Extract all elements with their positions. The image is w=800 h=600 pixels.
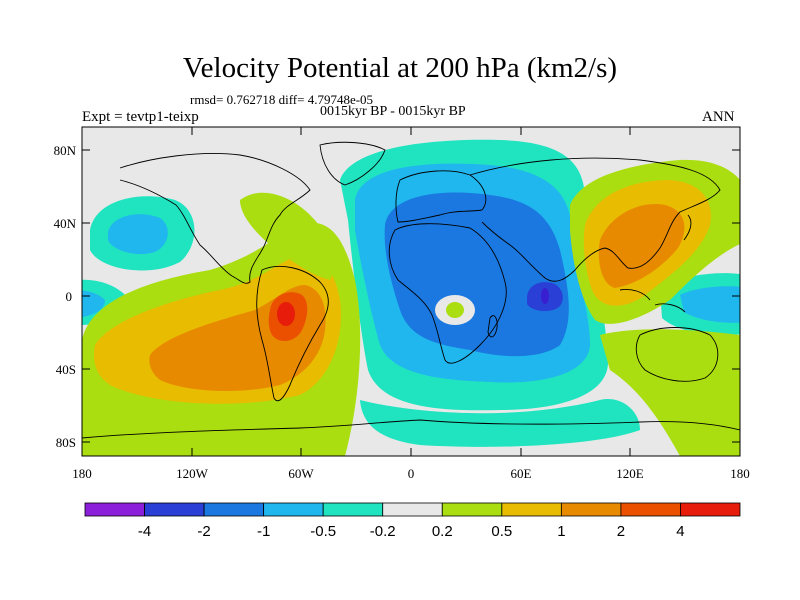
colorbar-box (322, 502, 384, 517)
colorbar-box (203, 502, 265, 517)
colorbar-box (560, 502, 622, 517)
rmsd-diff-stats: rmsd= 0.762718 diff= 4.79748e-05 (190, 92, 374, 107)
colorbar-box (263, 502, 324, 517)
colorbar-label: 4 (676, 523, 684, 540)
colorbar-label: 0.5 (491, 523, 512, 540)
lat-tick-label: 80S (56, 435, 76, 450)
contour-north-pacific-negative (108, 214, 168, 255)
lat-tick-label: 80N (54, 143, 77, 158)
contour-positive-strong-east (598, 204, 685, 288)
season-label: ANN (702, 109, 735, 125)
lon-tick-label: 120E (616, 466, 644, 481)
contour-positive-south-east (600, 329, 740, 456)
period-label: 0015kyr BP - 0015kyr BP (320, 104, 466, 119)
colorbar-label: -2 (197, 523, 210, 540)
colorbar (84, 502, 741, 517)
contour-negative-south-band (360, 399, 640, 447)
colorbar-box (680, 502, 741, 517)
colorbar-box (501, 502, 562, 517)
contour-negative-strong (384, 192, 569, 357)
contour-negative-core-dot (541, 288, 549, 304)
lon-tick-label: 180 (730, 466, 750, 481)
colorbar-labels: -4 -2 -1 -0.5 -0.2 0.2 0.5 1 2 4 (138, 523, 685, 540)
lon-tick-label: 120W (176, 466, 209, 481)
lat-tick-label: 40N (54, 216, 77, 231)
colorbar-label: 2 (617, 523, 625, 540)
coastlines (82, 141, 740, 439)
colorbar-box (441, 502, 503, 517)
colorbar-label: 0.2 (432, 523, 453, 540)
lat-tick-label: 0 (66, 289, 73, 304)
colorbar-label: -0.2 (370, 523, 396, 540)
lon-tick-label: 180 (72, 466, 92, 481)
contour-field (82, 127, 740, 456)
lat-tick-marks (82, 149, 740, 443)
colorbar-label: -1 (257, 523, 270, 540)
colorbar-box (84, 502, 145, 517)
experiment-label: Expt = tevtp1-teixp (82, 109, 199, 125)
colorbar-box (620, 502, 681, 517)
lon-tick-label: 60E (511, 466, 532, 481)
colorbar-label: -0.5 (310, 523, 336, 540)
lon-tick-label: 0 (408, 466, 415, 481)
colorbar-label: 1 (557, 523, 565, 540)
contour-positive-north-atlantic (240, 192, 334, 280)
lon-tick-marks (81, 127, 741, 456)
lon-tick-label: 60W (288, 466, 314, 481)
plot-title: Velocity Potential at 200 hPa (km2/s) (182, 52, 618, 84)
colorbar-box (144, 502, 205, 517)
colorbar-label: -4 (138, 523, 151, 540)
colorbar-box (382, 502, 443, 517)
contour-positive-max-west (277, 302, 295, 326)
lat-tick-label: 40S (56, 362, 76, 377)
